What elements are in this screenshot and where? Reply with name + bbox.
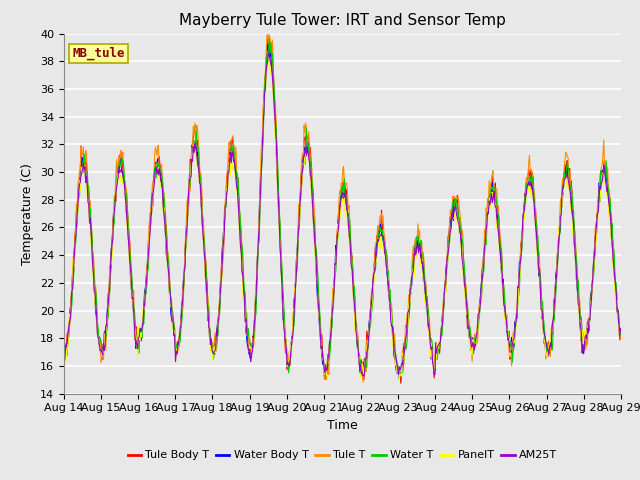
Water Body T [214, 324, 221, 329]
AM25T [359, 373, 367, 379]
Tule T [359, 379, 367, 385]
AM25T [127, 278, 135, 284]
PanelT [127, 287, 135, 293]
Tule T [428, 354, 436, 360]
Water T [214, 336, 221, 341]
AM25T [617, 325, 625, 331]
Water T [266, 36, 273, 42]
Water T [395, 375, 403, 381]
Tule Body T [60, 349, 68, 355]
Line: AM25T: AM25T [64, 54, 621, 376]
Tule Body T [264, 33, 271, 39]
AM25T [266, 51, 273, 57]
Tule Body T [184, 206, 192, 212]
Water T [127, 265, 135, 271]
Water T [60, 346, 68, 351]
Tule T [70, 250, 78, 256]
AM25T [412, 252, 419, 258]
AM25T [428, 344, 436, 350]
AM25T [60, 337, 68, 343]
Legend: Tule Body T, Water Body T, Tule T, Water T, PanelT, AM25T: Tule Body T, Water Body T, Tule T, Water… [123, 446, 562, 465]
Tule Body T [397, 381, 404, 386]
Water Body T [184, 202, 192, 208]
Tule Body T [70, 253, 78, 259]
Tule Body T [127, 270, 135, 276]
Water T [412, 251, 419, 257]
PanelT [60, 356, 68, 362]
Tule T [127, 274, 135, 279]
Title: Mayberry Tule Tower: IRT and Sensor Temp: Mayberry Tule Tower: IRT and Sensor Temp [179, 13, 506, 28]
PanelT [214, 332, 221, 337]
Tule T [412, 236, 419, 241]
Y-axis label: Temperature (C): Temperature (C) [22, 163, 35, 264]
PanelT [617, 326, 625, 332]
Tule T [184, 198, 192, 204]
Tule T [264, 31, 271, 37]
Water T [184, 203, 192, 208]
Tule Body T [412, 246, 419, 252]
PanelT [70, 264, 78, 269]
Text: MB_tule: MB_tule [72, 47, 125, 60]
Water Body T [70, 253, 78, 259]
Line: Water T: Water T [64, 39, 621, 378]
AM25T [70, 259, 78, 264]
Tule T [60, 348, 68, 354]
PanelT [184, 211, 192, 216]
Water Body T [412, 253, 419, 259]
Water T [428, 337, 436, 343]
PanelT [396, 376, 403, 382]
Tule Body T [428, 347, 436, 353]
Line: PanelT: PanelT [64, 58, 621, 379]
Line: Water Body T: Water Body T [64, 44, 621, 378]
Water Body T [127, 287, 135, 292]
Line: Tule T: Tule T [64, 34, 621, 382]
Water T [70, 263, 78, 268]
Tule T [214, 333, 221, 339]
Tule T [617, 336, 625, 341]
PanelT [428, 356, 436, 361]
Water Body T [428, 355, 436, 361]
Line: Tule Body T: Tule Body T [64, 36, 621, 384]
Water Body T [60, 352, 68, 358]
Water Body T [396, 375, 403, 381]
Water T [617, 333, 625, 338]
PanelT [266, 55, 273, 60]
AM25T [214, 333, 221, 338]
PanelT [412, 257, 419, 263]
AM25T [184, 206, 192, 212]
Tule Body T [214, 322, 221, 328]
Water Body T [266, 41, 273, 47]
Water Body T [617, 328, 625, 334]
X-axis label: Time: Time [327, 419, 358, 432]
Tule Body T [617, 327, 625, 333]
